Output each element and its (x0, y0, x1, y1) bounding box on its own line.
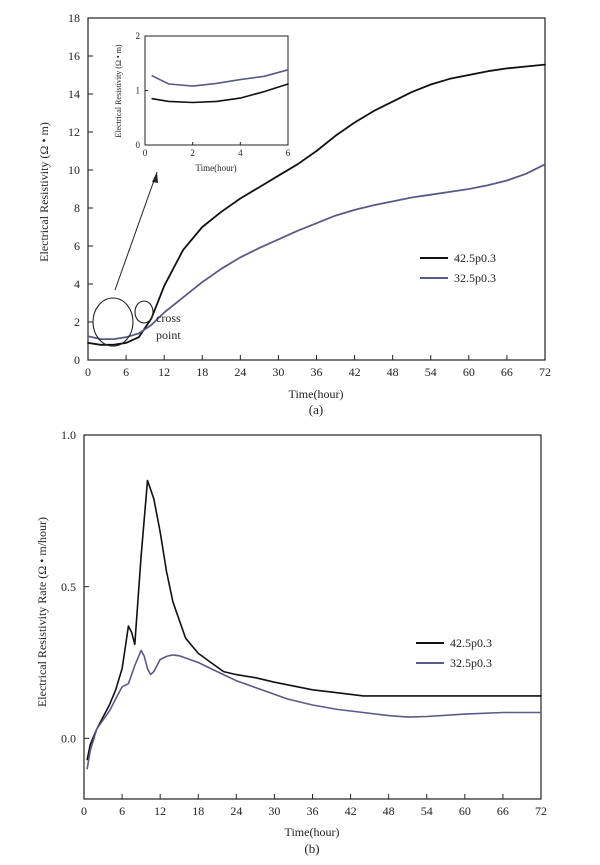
panel-a-x-tick-label: 18 (196, 365, 208, 379)
panel-a-x-tick-label: 24 (234, 365, 246, 379)
panel-a-y-tick-labels: 0 2 4 6 8 10 12 14 16 18 (68, 11, 80, 367)
panel-b-x-tick-label: 66 (497, 804, 509, 818)
panel-a-x-tick-label: 0 (85, 365, 91, 379)
panel-a-y-tick-label: 16 (68, 49, 80, 63)
panel-b-x-axis-label: Time(hour) (285, 825, 340, 839)
panel-a-x-tick-label: 12 (158, 365, 170, 379)
panel-a-zoom-highlight-ellipse (92, 297, 134, 347)
panel-a-inset-x-tick-label: 2 (190, 148, 195, 158)
panel-a-inset-series-line-42-5p0-3 (151, 83, 289, 104)
panel-b-x-tick-label: 24 (230, 804, 242, 818)
panel-a-x-tick-labels: 0 6 12 18 24 30 36 42 48 54 60 66 72 (85, 365, 551, 379)
panel-a-panel-label: (a) (309, 402, 323, 417)
panel-a-y-tick-label: 18 (68, 11, 80, 25)
panel-b-x-tick-label: 12 (154, 804, 166, 818)
panel-b-y-tick-label: 1.0 (61, 428, 76, 442)
panel-a-zoom-arrow (114, 171, 158, 291)
panel-b-series-line-32-5p0-3 (86, 649, 542, 770)
panel-b-x-tick-label: 42 (345, 804, 357, 818)
panel-b-plot-frame (83, 434, 542, 800)
panel-a-inset-x-tick-label: 0 (143, 148, 148, 158)
panel-a-cross-point-label-line1: cross (156, 311, 181, 325)
panel-a-x-tick-label: 36 (311, 365, 323, 379)
panel-b-y-tick-labels: 0.0 0.5 1.0 (61, 428, 76, 745)
panel-a-x-tick-label: 66 (501, 365, 513, 379)
panel-a-x-tick-label: 42 (349, 365, 361, 379)
panel-b-y-axis-label: Electrical Resistivity Rate (Ω • m/hour) (35, 517, 49, 707)
panel-b-panel-label: (b) (304, 841, 319, 856)
panel-b-x-tick-label: 6 (119, 804, 125, 818)
panel-b-legend: 42.5p0.3 32.5p0.3 (416, 636, 492, 670)
panel-a-y-tick-label: 4 (74, 277, 80, 291)
panel-a-inset-y-tick-label: 1 (136, 86, 141, 96)
panel-b-series (86, 479, 542, 770)
panel-a-x-tick-label: 48 (387, 365, 399, 379)
panel-a-inset-x-tick-labels: 0 2 4 6 (143, 148, 291, 158)
panel-b-x-tick-labels: 0 6 12 18 24 30 36 42 48 54 60 66 72 (81, 804, 547, 818)
panel-a-y-tick-label: 10 (68, 163, 80, 177)
panel-a-y-tick-label: 2 (74, 315, 80, 329)
panel-b-x-tick-label: 48 (383, 804, 395, 818)
panel-a-inset-chart: 0 2 4 6 0 1 2 Time(hour) Electrical Resistivi… (114, 31, 291, 173)
panel-a-y-tick-label: 12 (68, 125, 80, 139)
panel-a-inset-y-tick-label: 2 (136, 31, 141, 41)
panel-a-inset-series (151, 69, 289, 104)
panel-a-inset-ticks (144, 35, 289, 146)
panel-b-x-tick-label: 60 (459, 804, 471, 818)
panel-a-y-tick-label: 0 (74, 353, 80, 367)
panel-a-inset-frame (144, 35, 289, 146)
panel-a-inset-x-tick-label: 6 (286, 148, 291, 158)
panel-a-x-axis-label: Time(hour) (289, 387, 344, 401)
panel-a-chart: 0 6 12 18 24 30 36 42 48 54 60 66 72 024681012141618… (37, 11, 551, 417)
panel-a-y-tick-label: 6 (74, 239, 80, 253)
panel-a-inset-y-tick-label: 0 (136, 140, 141, 150)
panel-a-legend: 42.5p0.3 32.5p0.3 (420, 251, 496, 285)
panel-a-x-tick-label: 54 (425, 365, 437, 379)
panel-b-x-tick-label: 36 (307, 804, 319, 818)
panel-b-legend-label-42-5p0-3: 42.5p0.3 (450, 636, 492, 650)
panel-b-ticks (83, 434, 542, 799)
panel-a-y-axis-label: Electrical Resistivity (Ω • m) (37, 122, 51, 262)
panel-b-x-tick-label: 0 (81, 804, 87, 818)
panel-a-y-tick-label: 14 (68, 87, 80, 101)
panel-b-y-tick-label: 0.0 (61, 732, 76, 746)
panel-b-x-tick-label: 18 (192, 804, 204, 818)
panel-a-x-tick-label: 60 (463, 365, 475, 379)
panel-a-x-tick-label: 72 (539, 365, 551, 379)
panel-a-ticks (87, 17, 546, 361)
panel-a-zoom-arrow-head (152, 172, 158, 183)
panel-a-legend-label-42-5p0-3: 42.5p0.3 (454, 251, 496, 265)
panel-a-series-line-32-5p0-3 (87, 163, 546, 341)
panel-a-series (87, 63, 546, 346)
panel-a-legend-label-32-5p0-3: 32.5p0.3 (454, 271, 496, 285)
panel-a-y-tick-label: 8 (74, 201, 80, 215)
panel-a-inset-x-tick-label: 4 (238, 148, 243, 158)
panel-b-y-tick-label: 0.5 (61, 580, 76, 594)
panel-a-inset-y-tick-labels: 0 1 2 (136, 31, 141, 150)
panel-b-chart: 0 6 12 18 24 30 36 42 48 54 60 66 72 0.0 0.5 1.0 Time(… (35, 428, 547, 856)
panel-a-inset-series-line-32-5p0-3 (151, 69, 289, 87)
panel-a-x-tick-label: 30 (272, 365, 284, 379)
panel-b-x-tick-label: 72 (535, 804, 547, 818)
panel-a-cross-point-label-line2: point (156, 328, 181, 342)
panel-a-cross-point-ellipse (134, 300, 154, 324)
panel-a-x-tick-label: 6 (123, 365, 129, 379)
panel-b-x-tick-label: 54 (421, 804, 433, 818)
panel-a-inset-x-axis-label: Time(hour) (195, 163, 236, 173)
panel-b-legend-label-32-5p0-3: 32.5p0.3 (450, 656, 492, 670)
panel-a-inset-y-axis-label: Electrical Resistivity (Ω • m) (114, 44, 123, 138)
panel-b-x-tick-label: 30 (268, 804, 280, 818)
panel-b-series-line-42-5p0-3 (86, 479, 542, 761)
